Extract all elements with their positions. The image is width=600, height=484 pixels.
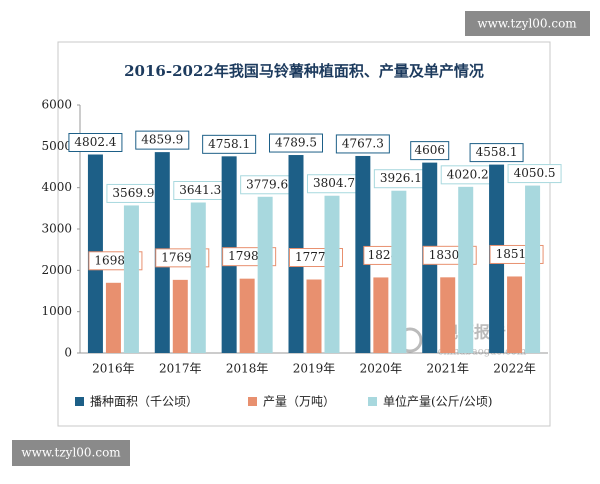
data-label: 4606 bbox=[414, 143, 445, 157]
bar bbox=[440, 277, 456, 353]
data-label-box bbox=[507, 164, 562, 184]
bar bbox=[257, 196, 273, 353]
data-label-box bbox=[202, 134, 257, 154]
watermark: chinabaogao.com bbox=[438, 347, 527, 358]
legend-label: 单位产量(公斤/公顷) bbox=[383, 394, 492, 409]
legend-swatch bbox=[75, 397, 84, 406]
data-label-box bbox=[410, 141, 450, 161]
data-label: 1828 bbox=[368, 248, 399, 262]
watermark-box bbox=[465, 11, 590, 36]
data-label: 4020.2 bbox=[447, 167, 489, 181]
x-tick-label: 2019年 bbox=[293, 362, 336, 376]
data-label: 3804.7 bbox=[313, 176, 355, 190]
data-label: 4758.1 bbox=[208, 137, 250, 151]
data-label: 3641.3 bbox=[179, 183, 221, 197]
y-tick-label: 0 bbox=[64, 346, 72, 360]
data-label-box bbox=[68, 133, 123, 153]
watermark: www.tzyl00.com bbox=[477, 17, 577, 31]
x-tick-label: 2020年 bbox=[360, 362, 403, 376]
legend-swatch bbox=[248, 397, 257, 406]
data-label-box bbox=[135, 130, 190, 150]
bar bbox=[458, 186, 474, 353]
x-tick-label: 2017年 bbox=[159, 362, 202, 376]
bar bbox=[507, 276, 523, 353]
bar bbox=[373, 277, 389, 353]
y-tick-label: 1000 bbox=[41, 304, 72, 318]
x-tick-label: 2018年 bbox=[226, 362, 269, 376]
bar bbox=[190, 202, 206, 353]
data-label: 4859.9 bbox=[141, 133, 183, 147]
y-tick-label: 4000 bbox=[41, 180, 72, 194]
data-label-box bbox=[469, 143, 524, 163]
data-label: 3926.1 bbox=[380, 171, 422, 185]
bar bbox=[391, 190, 407, 353]
y-tick-label: 5000 bbox=[41, 139, 72, 153]
bar bbox=[306, 279, 322, 353]
bar bbox=[239, 278, 255, 353]
data-label: 4789.5 bbox=[275, 136, 317, 150]
watermark: www.tzyl00.com bbox=[21, 446, 121, 460]
x-tick-label: 2022年 bbox=[493, 362, 536, 376]
data-label: 4767.3 bbox=[342, 136, 384, 150]
legend-label: 产量（万吨） bbox=[263, 395, 335, 409]
bar bbox=[123, 205, 139, 353]
data-label: 4050.5 bbox=[514, 166, 556, 180]
y-tick-label: 2000 bbox=[41, 263, 72, 277]
chart-title: 2016-2022年我国马铃薯种植面积、产量及单产情况 bbox=[124, 62, 484, 80]
y-tick-label: 6000 bbox=[41, 98, 72, 112]
bar bbox=[105, 282, 121, 353]
data-label-box bbox=[269, 133, 323, 153]
bar bbox=[525, 185, 541, 353]
data-label: 3569.9 bbox=[112, 186, 154, 200]
data-label: 3779.6 bbox=[246, 177, 288, 191]
x-tick-label: 2021年 bbox=[426, 362, 469, 376]
data-label: 4802.4 bbox=[74, 135, 116, 149]
legend-swatch bbox=[368, 397, 377, 406]
data-label: 4558.1 bbox=[476, 145, 518, 159]
legend-label: 播种面积（千公顷） bbox=[90, 395, 198, 409]
data-label-box bbox=[335, 134, 390, 154]
y-tick-label: 3000 bbox=[41, 222, 72, 236]
watermark-box bbox=[12, 440, 130, 466]
bar bbox=[172, 279, 188, 353]
bar bbox=[324, 195, 340, 353]
x-tick-label: 2016年 bbox=[92, 362, 135, 376]
bar bbox=[355, 155, 371, 353]
